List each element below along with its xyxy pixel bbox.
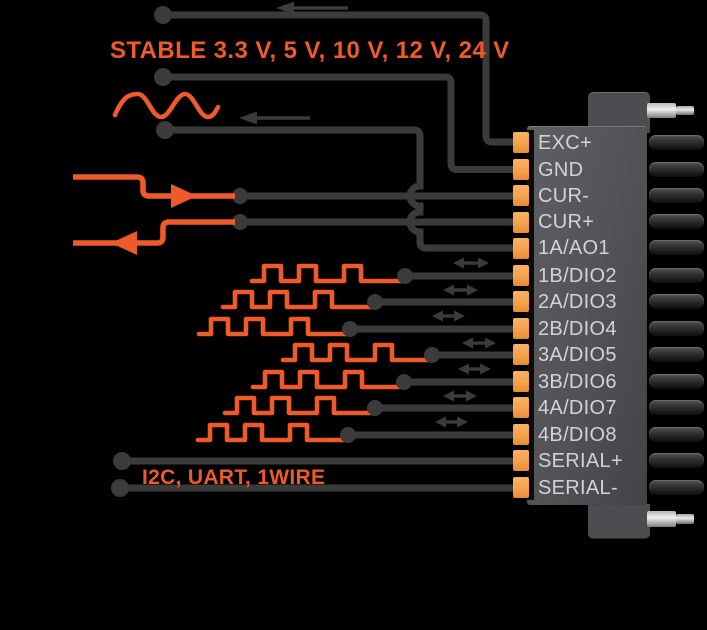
pin-contact — [513, 238, 529, 259]
screw-icon — [647, 103, 676, 118]
pin-contact — [513, 397, 529, 418]
pin-contact — [513, 291, 529, 312]
wire-exc-plus — [154, 6, 516, 146]
pulse-wave-icon — [196, 316, 353, 337]
bidirectional-arrow-icon — [432, 310, 465, 322]
pulse-wave-icon — [280, 342, 435, 363]
wire-dio2 — [397, 268, 516, 284]
pin-contact — [513, 212, 529, 233]
pulse-wave-icon — [250, 369, 407, 390]
pin-label: 4A/DIO7 — [538, 397, 617, 419]
wire-cur-plus — [232, 214, 516, 230]
wire-dio8 — [340, 427, 516, 443]
current-return-arrow — [73, 219, 235, 255]
pin-label: 1A/AO1 — [538, 237, 610, 259]
pin-contact — [513, 185, 529, 206]
wire-bundle-icon — [649, 162, 704, 177]
wire-ao1 — [156, 121, 516, 252]
connector-body — [527, 126, 647, 505]
wire-gnd — [154, 68, 516, 173]
pin-label: 3A/DIO5 — [538, 344, 617, 366]
pulse-wave-icon — [249, 263, 408, 284]
bidirectional-arrow-icon — [462, 337, 496, 349]
bidirectional-arrow-icon — [453, 257, 489, 269]
pin-label: 2A/DIO3 — [538, 291, 617, 313]
wire-dio6 — [396, 374, 516, 390]
pin-label: 3B/DIO6 — [538, 371, 617, 393]
wire-bundle-icon — [649, 240, 704, 255]
wire-dio7 — [367, 400, 516, 416]
wire-dio5 — [424, 347, 516, 363]
pulse-wave-icon — [220, 289, 378, 310]
pin-label: SERIAL- — [538, 477, 618, 499]
sine-wave-icon — [112, 91, 221, 120]
wire-bundle-icon — [649, 400, 704, 415]
screw-tip-icon — [676, 514, 694, 524]
wire-bundle-icon — [649, 321, 704, 336]
wire-dio4 — [342, 321, 516, 337]
pin-contact — [513, 450, 529, 471]
pulse-wave-icon — [222, 395, 378, 416]
screw-icon — [647, 511, 676, 527]
left-arrow-icon — [276, 1, 348, 15]
wire-bundle-icon — [649, 268, 704, 283]
screw-tip-icon — [676, 106, 694, 115]
serial-protocols-label: I2C, UART, 1WIRE — [142, 466, 326, 489]
wire-dio3 — [367, 294, 516, 310]
connector-bottom-tab — [588, 504, 650, 539]
pin-contact — [513, 159, 529, 180]
pin-contact — [513, 371, 529, 392]
pin-label: 4B/DIO8 — [538, 424, 617, 446]
pin-contact — [513, 424, 529, 445]
wire-bundle-icon — [649, 135, 704, 150]
left-arrow-icon — [239, 111, 310, 125]
wire-bundle-icon — [649, 347, 704, 362]
bidirectional-arrow-icon — [458, 363, 491, 375]
pin-contact — [513, 265, 529, 286]
pin-label: 2B/DIO4 — [538, 318, 617, 340]
bidirectional-arrow-icon — [435, 416, 468, 428]
bidirectional-arrow-icon — [443, 390, 477, 402]
current-out-arrow — [73, 174, 235, 208]
wire-bundle-icon — [649, 453, 704, 468]
wire-bundle-icon — [649, 214, 704, 229]
pin-label: EXC+ — [538, 132, 593, 154]
pin-label: 1B/DIO2 — [538, 265, 617, 287]
wire-bundle-icon — [649, 480, 704, 495]
pin-label: GND — [538, 159, 584, 181]
wire-bundle-icon — [649, 427, 704, 442]
pin-separator-strip — [526, 130, 534, 500]
wire-serial-plus — [113, 452, 516, 470]
pin-label: CUR- — [538, 185, 590, 207]
wire-cur-minus — [232, 188, 516, 204]
wire-bundle-icon — [649, 294, 704, 309]
pin-contact — [513, 477, 529, 498]
pin-contact — [513, 132, 529, 153]
pin-contact — [513, 344, 529, 365]
wire-bundle-icon — [649, 188, 704, 203]
bidirectional-arrow-icon — [443, 284, 478, 296]
wire-bundle-icon — [649, 374, 704, 389]
wire-serial-minus — [111, 479, 516, 497]
pin-label: SERIAL+ — [538, 450, 623, 472]
stable-voltages-label: STABLE 3.3 V, 5 V, 10 V, 12 V, 24 V — [110, 37, 510, 64]
pin-label: CUR+ — [538, 211, 595, 233]
pulse-wave-icon — [195, 422, 351, 443]
pin-contact — [513, 318, 529, 339]
